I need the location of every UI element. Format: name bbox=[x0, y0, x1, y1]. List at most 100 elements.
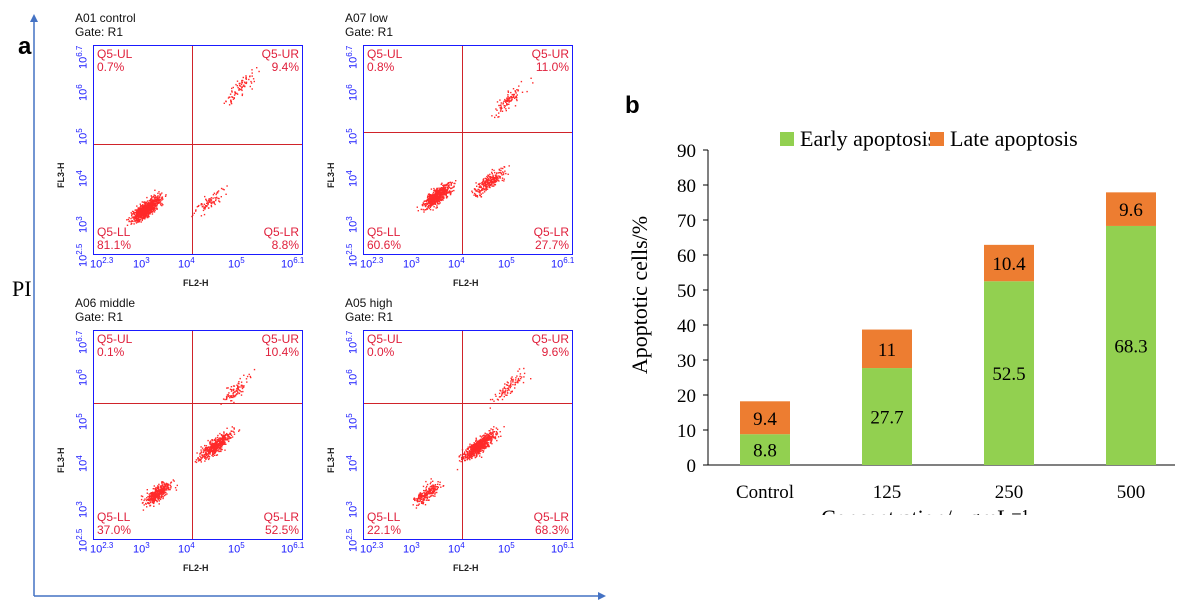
flow-dots bbox=[140, 368, 256, 511]
x-tick-label: Control bbox=[736, 482, 794, 503]
flow-dots bbox=[126, 67, 260, 226]
flow-gate: Gate: R1 bbox=[345, 310, 394, 324]
quadrant-vertical-line bbox=[192, 46, 193, 254]
flow-ytick: 106.7 bbox=[345, 45, 360, 69]
quadrant-horizontal-line bbox=[364, 403, 572, 404]
x-axis-label: Concentration/ μgmL⁻¹ bbox=[821, 505, 1029, 515]
y-tick-label: 50 bbox=[677, 281, 696, 302]
y-tick-label: 60 bbox=[677, 246, 696, 267]
quadrant-ur: Q5-UR 11.0% bbox=[531, 47, 569, 74]
flow-xtick: 106.1 bbox=[281, 256, 305, 271]
quadrant-lr: Q5-LR 27.7% bbox=[533, 225, 569, 252]
flow-ytick: 106.7 bbox=[75, 330, 90, 354]
flow-xtick: 105 bbox=[228, 541, 245, 556]
quadrant-vertical-line bbox=[462, 46, 463, 254]
quadrant-ll: Q5-LL 81.1% bbox=[97, 225, 132, 252]
flow-ytick: 102.5 bbox=[345, 243, 360, 267]
flow-xtick: 106.1 bbox=[551, 256, 575, 271]
flow-ytick: 102.5 bbox=[75, 528, 90, 552]
flow-xtick: 105 bbox=[498, 541, 515, 556]
flow-ylabel: FL3-H bbox=[56, 162, 66, 189]
y-axis-label: Apoptotic cells/% bbox=[627, 216, 652, 374]
flow-ytick: 103 bbox=[75, 216, 90, 233]
flow-scatter-area: Q5-UL 0.8% Q5-UR 11.0% Q5-LL 60.6% Q5-LR 27.… bbox=[363, 45, 573, 255]
flow-ytick: 105 bbox=[345, 413, 360, 430]
quadrant-ul: Q5-UL 0.8% bbox=[367, 47, 403, 74]
flow-xtick: 103 bbox=[403, 256, 420, 271]
x-tick-label: 500 bbox=[1117, 482, 1146, 503]
panel-a-label: a bbox=[18, 33, 32, 60]
legend-swatch bbox=[780, 132, 794, 146]
quadrant-lr: Q5-LR 68.3% bbox=[533, 510, 569, 537]
flow-gate: Gate: R1 bbox=[75, 310, 124, 324]
bar-segment bbox=[862, 368, 912, 465]
bar-segment bbox=[984, 281, 1034, 465]
quadrant-ur: Q5-UR 9.6% bbox=[531, 332, 569, 359]
flow-ytick: 105 bbox=[75, 128, 90, 145]
quadrant-vertical-line bbox=[462, 331, 463, 539]
y-tick-label: 40 bbox=[677, 316, 696, 337]
flow-scatter-area: Q5-UL 0.1% Q5-UR 10.4% Q5-LL 37.0% Q5-LR 52.… bbox=[93, 330, 303, 540]
flow-plot-1: A01 control Gate: R1 Q5-UL 0.7% Q5-UR 9.4%… bbox=[38, 3, 308, 293]
bar-segment bbox=[862, 329, 912, 369]
flow-ytick: 104 bbox=[75, 170, 90, 187]
flow-ytick: 106 bbox=[75, 369, 90, 386]
flow-xlabel: FL2-H bbox=[183, 563, 209, 573]
data-label: 9.6 bbox=[1119, 200, 1143, 221]
flow-dots bbox=[416, 77, 534, 213]
flow-ylabel: FL3-H bbox=[326, 447, 336, 474]
flow-ytick: 106.7 bbox=[75, 45, 90, 69]
flow-ytick: 103 bbox=[75, 501, 90, 518]
quadrant-vertical-line bbox=[192, 331, 193, 539]
quadrant-ll: Q5-LL 22.1% bbox=[367, 510, 402, 537]
flow-xtick: 102.3 bbox=[90, 541, 114, 556]
legend-swatch bbox=[930, 132, 944, 146]
flow-ylabel: FL3-H bbox=[326, 162, 336, 189]
flow-xtick: 104 bbox=[448, 256, 465, 271]
flow-xtick: 104 bbox=[178, 541, 195, 556]
quadrant-ul: Q5-UL 0.7% bbox=[97, 47, 133, 74]
x-tick-label: 250 bbox=[995, 482, 1024, 503]
quadrant-lr: Q5-LR 8.8% bbox=[263, 225, 299, 252]
flow-xtick: 105 bbox=[498, 256, 515, 271]
flow-scatter-area: Q5-UL 0.7% Q5-UR 9.4% Q5-LL 81.1% Q5-LR 8.8% bbox=[93, 45, 303, 255]
flow-xlabel: FL2-H bbox=[183, 278, 209, 288]
data-label: 27.7 bbox=[870, 408, 903, 429]
x-tick-label: 125 bbox=[873, 482, 902, 503]
bar-segment bbox=[1106, 192, 1156, 226]
flow-scatter-area: Q5-UL 0.0% Q5-UR 9.6% Q5-LL 22.1% Q5-LR 68.3… bbox=[363, 330, 573, 540]
bar-segment bbox=[740, 434, 790, 465]
flow-title: A07 low bbox=[345, 11, 388, 25]
flow-xtick: 103 bbox=[133, 541, 150, 556]
quadrant-ul: Q5-UL 0.1% bbox=[97, 332, 133, 359]
quadrant-ur: Q5-UR 9.4% bbox=[261, 47, 299, 74]
flow-xtick: 102.3 bbox=[90, 256, 114, 271]
flow-ytick: 102.5 bbox=[345, 528, 360, 552]
flow-title: A06 middle bbox=[75, 296, 136, 310]
flow-xtick: 104 bbox=[178, 256, 195, 271]
y-tick-label: 30 bbox=[677, 351, 696, 372]
flow-xtick: 106.1 bbox=[281, 541, 305, 556]
quadrant-horizontal-line bbox=[94, 144, 302, 145]
quadrant-ll: Q5-LL 60.6% bbox=[367, 225, 402, 252]
flow-ytick: 105 bbox=[345, 128, 360, 145]
pi-axis-label: PI bbox=[12, 276, 32, 301]
flow-ytick: 106 bbox=[345, 84, 360, 101]
flow-xlabel: FL2-H bbox=[453, 563, 479, 573]
flow-xtick: 104 bbox=[448, 541, 465, 556]
flow-ytick: 103 bbox=[345, 501, 360, 518]
data-label: 68.3 bbox=[1114, 336, 1147, 357]
quadrant-horizontal-line bbox=[364, 132, 572, 133]
bar-segment bbox=[984, 244, 1034, 282]
flow-plot-4: A05 high Gate: R1 Q5-UL 0.0% Q5-UR 9.6% Q5… bbox=[308, 288, 578, 578]
y-tick-label: 20 bbox=[677, 386, 696, 407]
y-tick-label: 80 bbox=[677, 176, 696, 197]
flow-plot-2: A07 low Gate: R1 Q5-UL 0.8% Q5-UR 11.0% Q5… bbox=[308, 3, 578, 293]
quadrant-ul: Q5-UL 0.0% bbox=[367, 332, 403, 359]
flow-ytick: 106 bbox=[75, 84, 90, 101]
flow-gate: Gate: R1 bbox=[75, 25, 124, 39]
flow-xtick: 103 bbox=[403, 541, 420, 556]
flow-title: A01 control bbox=[75, 11, 136, 25]
data-label: 9.4 bbox=[753, 409, 777, 430]
flow-xtick: 105 bbox=[228, 256, 245, 271]
